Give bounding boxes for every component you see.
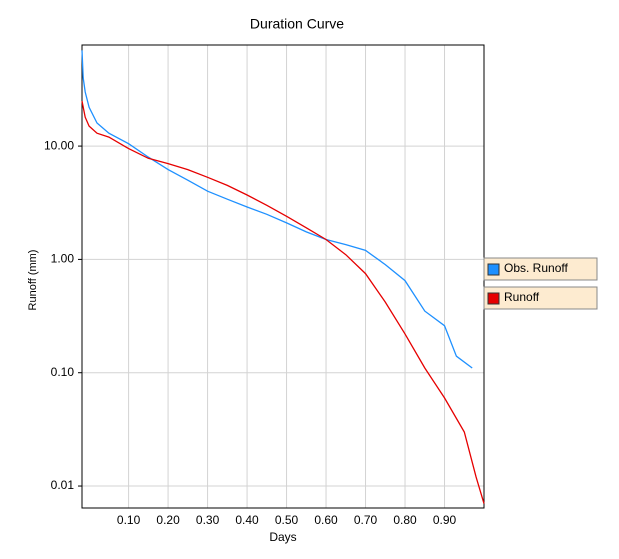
x-tick-label: 0.30 <box>196 513 220 527</box>
data-line <box>81 50 473 369</box>
legend-label: Obs. Runoff <box>504 261 568 275</box>
x-tick-label: 0.10 <box>117 513 141 527</box>
legend-label: Runoff <box>504 290 540 304</box>
x-tick-label: 0.20 <box>156 513 180 527</box>
x-tick-label: 0.40 <box>235 513 259 527</box>
x-tick-label: 0.50 <box>275 513 299 527</box>
y-tick-label: 0.10 <box>51 365 75 379</box>
legend-swatch <box>487 292 500 305</box>
y-axis-label: Runoff (mm) <box>27 250 39 311</box>
x-axis-label: Days <box>269 530 296 544</box>
chart-title: Duration Curve <box>250 16 344 32</box>
x-tick-label: 0.90 <box>433 513 457 527</box>
y-tick-label: 10.00 <box>44 138 74 152</box>
legend-box <box>483 257 598 281</box>
data-line <box>81 100 485 504</box>
legend-swatch <box>487 263 500 276</box>
x-tick-label: 0.80 <box>393 513 417 527</box>
y-tick-label: 1.00 <box>51 252 75 266</box>
legend-box <box>483 286 598 310</box>
y-tick-label: 0.01 <box>51 478 75 492</box>
x-tick-label: 0.70 <box>354 513 378 527</box>
x-tick-label: 0.60 <box>314 513 338 527</box>
plot-frame <box>81 44 485 509</box>
